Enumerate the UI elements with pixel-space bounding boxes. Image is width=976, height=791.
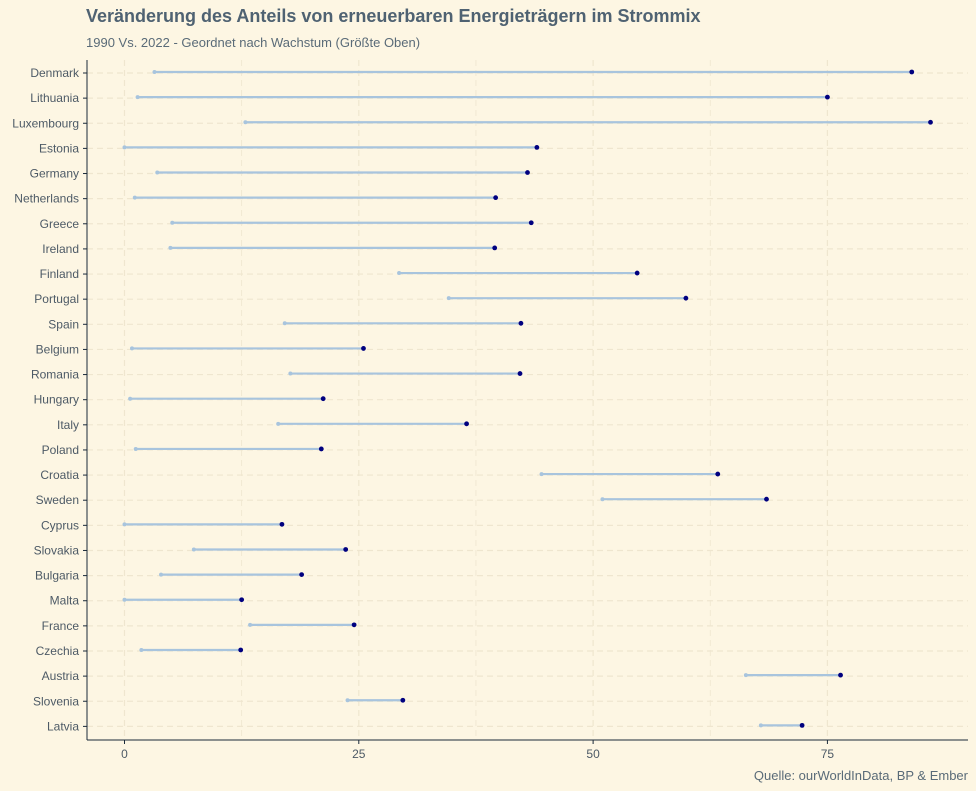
point-2022-italy xyxy=(464,421,469,427)
point-2022-france xyxy=(351,622,357,628)
point-1990-belgium xyxy=(129,346,134,351)
point-1990-poland xyxy=(133,446,138,451)
x-tick-label: 0 xyxy=(121,747,128,761)
point-2022-slovenia xyxy=(400,697,406,703)
x-tick-label: 75 xyxy=(821,747,835,761)
y-tick-label: Ireland xyxy=(42,242,79,256)
y-tick-label: Estonia xyxy=(39,141,79,155)
point-1990-ireland xyxy=(168,245,173,250)
y-tick-label: Malta xyxy=(50,594,80,608)
y-tick-label: France xyxy=(42,619,80,633)
point-2022-latvia xyxy=(799,722,805,728)
y-tick-label: Spain xyxy=(48,317,79,331)
point-1990-greece xyxy=(170,220,175,225)
point-1990-austria xyxy=(743,673,748,678)
chart-title: Veränderung des Anteils von erneuerbaren… xyxy=(86,6,701,26)
y-tick-label: Portugal xyxy=(34,292,79,306)
point-2022-spain xyxy=(518,320,524,326)
y-tick-label: Hungary xyxy=(34,393,79,407)
point-1990-germany xyxy=(155,170,160,175)
point-2022-portugal xyxy=(683,295,689,301)
y-tick-label: Romania xyxy=(31,368,79,382)
point-2022-greece xyxy=(528,220,534,226)
point-2022-slovakia xyxy=(343,547,349,552)
point-1990-luxembourg xyxy=(243,120,248,125)
chart-caption: Quelle: ourWorldInData, BP & Ember xyxy=(753,768,968,783)
point-1990-slovenia xyxy=(345,698,350,703)
y-tick-label: Bulgaria xyxy=(35,569,79,583)
x-tick-labels: 0 25 50 75 xyxy=(121,740,834,761)
point-2022-netherlands xyxy=(493,195,499,201)
point-2022-bulgaria xyxy=(299,572,305,577)
point-2022-malta xyxy=(239,597,245,603)
y-tick-label: Luxembourg xyxy=(12,116,79,130)
point-1990-lithuania xyxy=(135,95,140,100)
point-1990-portugal xyxy=(446,296,451,301)
dumbbell-points xyxy=(122,69,933,728)
point-1990-malta xyxy=(122,597,127,602)
point-1990-bulgaria xyxy=(159,572,164,577)
x-tick-label: 50 xyxy=(586,747,600,761)
point-2022-luxembourg xyxy=(928,119,933,125)
y-tick-label: Lithuania xyxy=(30,91,79,105)
point-2022-germany xyxy=(525,170,530,175)
x-tick-label: 25 xyxy=(352,747,366,761)
point-1990-czechia xyxy=(139,647,144,652)
point-1990-spain xyxy=(282,321,287,326)
point-2022-cyprus xyxy=(279,521,285,527)
y-tick-label: Slovenia xyxy=(33,694,79,708)
point-2022-austria xyxy=(838,672,843,678)
point-1990-slovakia xyxy=(191,547,196,552)
y-tick-labels: Denmark Lithuania Luxembourg Estonia Germany… xyxy=(12,66,87,733)
y-tick-label: Netherlands xyxy=(14,192,79,206)
point-1990-estonia xyxy=(122,145,127,150)
y-tick-label: Belgium xyxy=(36,342,79,356)
y-tick-label: Denmark xyxy=(30,66,80,80)
y-tick-label: Austria xyxy=(42,669,80,683)
point-2022-ireland xyxy=(492,245,498,251)
y-tick-label: Finland xyxy=(40,267,79,281)
point-1990-italy xyxy=(276,421,281,426)
point-1990-sweden xyxy=(600,497,605,502)
point-2022-croatia xyxy=(715,471,721,477)
point-2022-hungary xyxy=(320,396,326,402)
point-1990-france xyxy=(248,622,253,627)
y-tick-label: Cyprus xyxy=(41,518,79,532)
y-tick-label: Slovakia xyxy=(34,543,80,557)
y-tick-label: Italy xyxy=(57,418,79,432)
y-tick-label: Czechia xyxy=(36,644,80,658)
point-1990-finland xyxy=(397,271,402,276)
dumbbell-segments xyxy=(124,70,931,727)
y-tick-label: Germany xyxy=(30,167,79,181)
point-1990-denmark xyxy=(152,70,157,74)
y-tick-label: Croatia xyxy=(40,468,79,482)
y-tick-label: Sweden xyxy=(36,493,79,507)
point-2022-estonia xyxy=(534,144,540,150)
point-2022-romania xyxy=(517,371,523,376)
point-1990-latvia xyxy=(758,723,763,728)
point-2022-belgium xyxy=(361,346,366,351)
point-2022-lithuania xyxy=(825,94,830,100)
y-tick-label: Greece xyxy=(40,217,80,231)
point-1990-netherlands xyxy=(132,195,137,200)
point-2022-sweden xyxy=(764,496,769,502)
point-1990-cyprus xyxy=(122,522,127,527)
point-2022-poland xyxy=(318,446,324,452)
point-1990-croatia xyxy=(539,472,544,477)
y-tick-label: Poland xyxy=(42,443,79,457)
point-2022-finland xyxy=(634,270,640,276)
grid-lines xyxy=(87,60,968,740)
point-1990-hungary xyxy=(128,396,133,401)
point-1990-romania xyxy=(288,371,293,376)
point-2022-denmark xyxy=(909,69,915,75)
chart-subtitle: 1990 Vs. 2022 - Geordnet nach Wachstum (… xyxy=(86,35,421,50)
y-tick-label: Latvia xyxy=(47,719,79,733)
point-2022-czechia xyxy=(238,647,244,653)
